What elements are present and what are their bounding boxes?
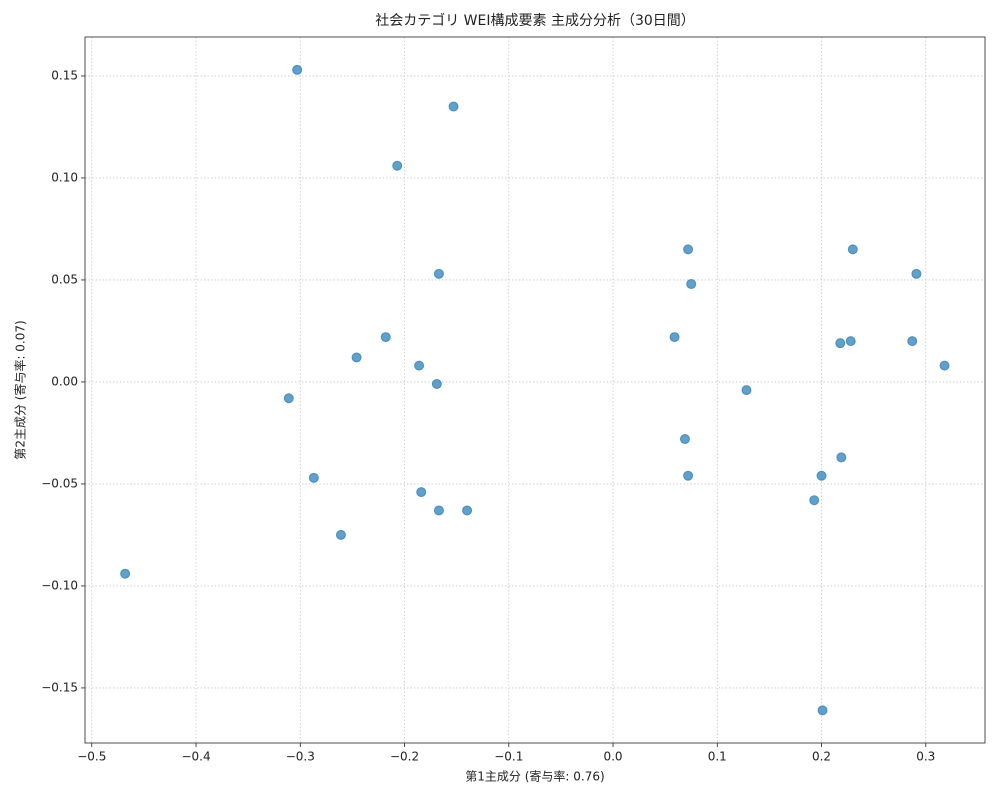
- point: [845, 336, 856, 347]
- point: [414, 360, 425, 371]
- x-tick-label: −0.4: [181, 750, 210, 764]
- point: [683, 470, 694, 481]
- point: [816, 470, 827, 481]
- point: [351, 352, 362, 363]
- y-tick-label: −0.15: [41, 680, 78, 694]
- x-tick-label: 0.1: [708, 750, 727, 764]
- point: [431, 378, 442, 389]
- x-tick-label: 0.3: [916, 750, 935, 764]
- point: [686, 279, 697, 290]
- y-tick-label: 0.10: [51, 170, 78, 184]
- point: [335, 529, 346, 540]
- point: [416, 487, 427, 498]
- point: [939, 360, 950, 371]
- x-tick-label: −0.1: [494, 750, 523, 764]
- y-tick-label: −0.10: [41, 578, 78, 592]
- x-tick-label: −0.3: [286, 750, 315, 764]
- point: [809, 495, 820, 506]
- y-tick-label: 0.00: [51, 374, 78, 388]
- x-tick-label: 0.0: [603, 750, 622, 764]
- y-tick-label: −0.05: [41, 476, 78, 490]
- x-axis-label: 第1主成分 (寄与率: 0.76): [465, 769, 604, 784]
- point: [907, 336, 918, 347]
- point: [836, 452, 847, 463]
- x-tick-label: −0.2: [390, 750, 419, 764]
- y-axis-label: 第2主成分 (寄与率: 0.07): [13, 320, 28, 459]
- point: [433, 505, 444, 516]
- point: [669, 332, 680, 343]
- point: [847, 244, 858, 255]
- point: [448, 101, 459, 112]
- point: [380, 332, 391, 343]
- point: [462, 505, 473, 516]
- point: [292, 64, 303, 75]
- point: [679, 434, 690, 445]
- chart-title: 社会カテゴリ WEI構成要素 主成分分析（30日間）: [375, 12, 695, 29]
- y-tick-label: 0.15: [51, 68, 78, 82]
- point: [120, 568, 131, 579]
- x-tick-label: 0.2: [812, 750, 831, 764]
- point: [683, 244, 694, 255]
- x-tick-label: −0.5: [77, 750, 106, 764]
- point: [741, 385, 752, 396]
- point: [308, 472, 319, 483]
- point: [433, 268, 444, 279]
- plot-frame: [84, 36, 986, 744]
- point: [835, 338, 846, 349]
- y-tick-label: 0.05: [51, 272, 78, 286]
- point: [911, 268, 922, 279]
- point: [283, 393, 294, 404]
- point: [392, 160, 403, 171]
- point: [817, 705, 828, 716]
